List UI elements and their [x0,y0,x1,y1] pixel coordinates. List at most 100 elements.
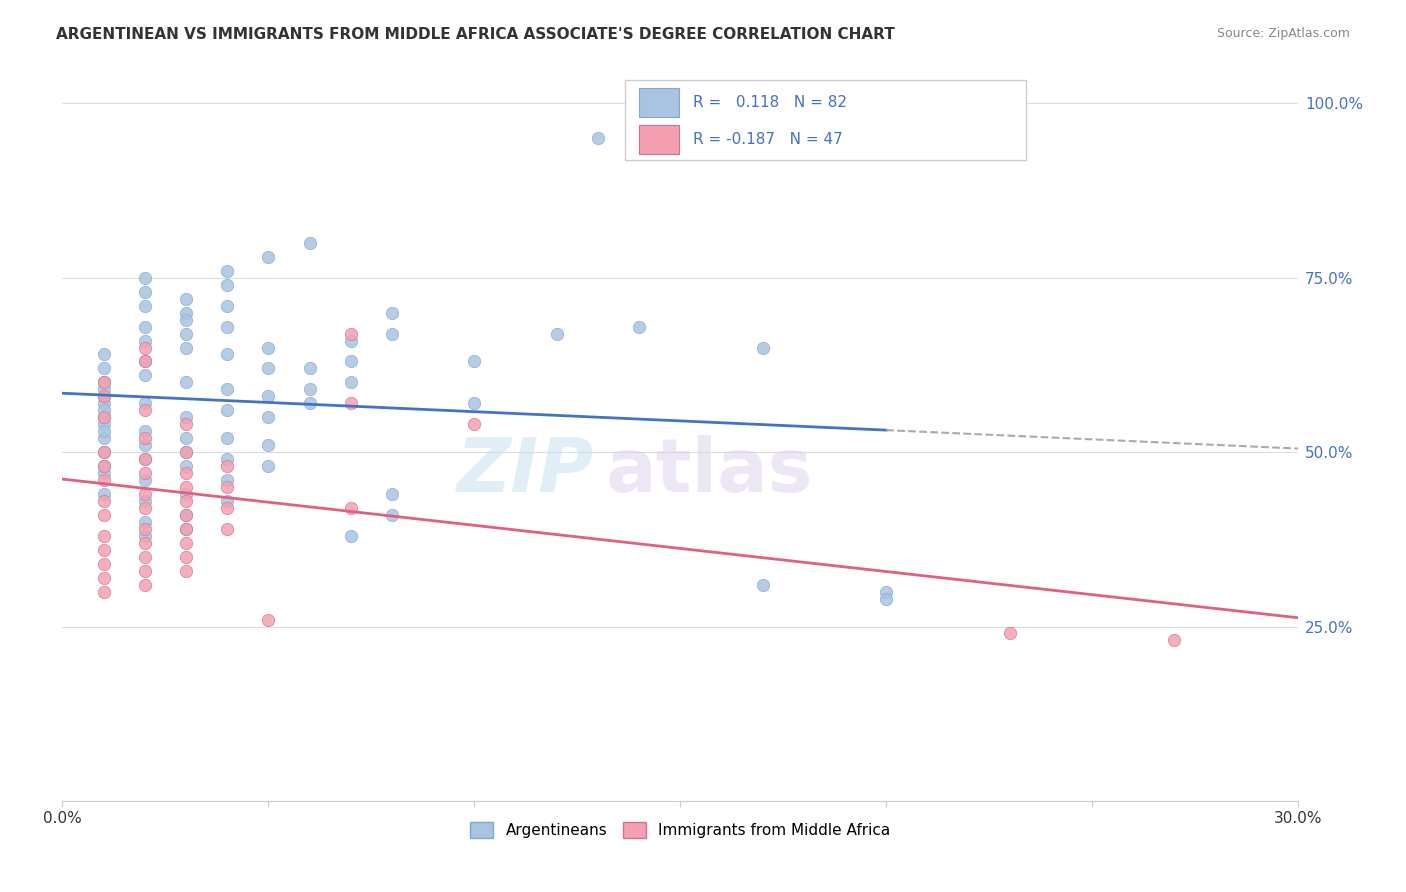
Point [463,354,485,368]
Legend: Argentineans, Immigrants from Middle Africa: Argentineans, Immigrants from Middle Afr… [464,816,896,845]
Point [751,577,773,591]
Point [134,577,156,591]
Point [93,494,115,508]
Point [93,571,115,585]
Point [134,452,156,467]
Point [217,319,239,334]
Point [463,417,485,432]
Point [217,480,239,494]
Point [217,277,239,292]
Point [174,536,197,550]
Point [546,326,568,341]
Point [174,431,197,445]
Point [134,341,156,355]
Point [174,508,197,522]
Point [134,494,156,508]
Point [381,508,404,522]
Point [217,264,239,278]
Point [93,376,115,390]
Point [174,376,197,390]
Point [217,452,239,467]
Point [174,522,197,536]
Point [134,270,156,285]
Point [93,347,115,361]
Point [174,466,197,480]
Point [134,536,156,550]
Point [998,626,1021,640]
Point [134,334,156,348]
Point [257,438,280,452]
Point [217,522,239,536]
Point [339,376,361,390]
Point [217,403,239,417]
Point [339,354,361,368]
Point [174,522,197,536]
Text: Source: ZipAtlas.com: Source: ZipAtlas.com [1216,27,1350,40]
Point [93,383,115,397]
Point [134,487,156,501]
Point [134,515,156,529]
Point [174,305,197,319]
Point [93,473,115,487]
Point [134,452,156,467]
Point [93,410,115,425]
Point [174,292,197,306]
Text: R = -0.187   N = 47: R = -0.187 N = 47 [693,132,842,147]
Point [93,361,115,376]
Point [217,459,239,474]
Point [339,334,361,348]
Point [134,368,156,383]
Point [93,445,115,459]
Point [93,557,115,571]
Point [381,305,404,319]
Point [174,508,197,522]
Point [93,529,115,543]
Point [134,299,156,313]
Point [174,410,197,425]
Point [217,500,239,515]
Point [93,410,115,425]
Point [174,312,197,326]
Point [93,445,115,459]
Point [174,480,197,494]
Text: R =   0.118   N = 82: R = 0.118 N = 82 [693,95,846,110]
Point [93,459,115,474]
Point [174,445,197,459]
Point [298,396,321,410]
Text: ARGENTINEAN VS IMMIGRANTS FROM MIDDLE AFRICA ASSOCIATE'S DEGREE CORRELATION CHAR: ARGENTINEAN VS IMMIGRANTS FROM MIDDLE AF… [56,27,896,42]
Point [93,459,115,474]
Point [257,613,280,627]
Point [875,591,897,606]
Point [134,319,156,334]
Point [217,473,239,487]
Point [93,417,115,432]
FancyBboxPatch shape [624,79,1026,160]
Point [174,487,197,501]
Point [217,494,239,508]
Point [174,459,197,474]
Point [257,459,280,474]
Point [217,383,239,397]
Point [174,549,197,564]
Point [217,347,239,361]
Point [217,431,239,445]
Point [751,341,773,355]
Point [134,424,156,438]
Point [134,354,156,368]
Point [174,326,197,341]
Point [134,529,156,543]
FancyBboxPatch shape [640,125,679,154]
Text: ZIP: ZIP [457,434,593,508]
Point [1163,633,1185,648]
Point [134,431,156,445]
Point [93,584,115,599]
Point [93,389,115,403]
Point [875,584,897,599]
Point [174,564,197,578]
Point [134,354,156,368]
Point [93,396,115,410]
Point [93,487,115,501]
Text: atlas: atlas [606,434,814,508]
Point [93,403,115,417]
Point [628,319,651,334]
